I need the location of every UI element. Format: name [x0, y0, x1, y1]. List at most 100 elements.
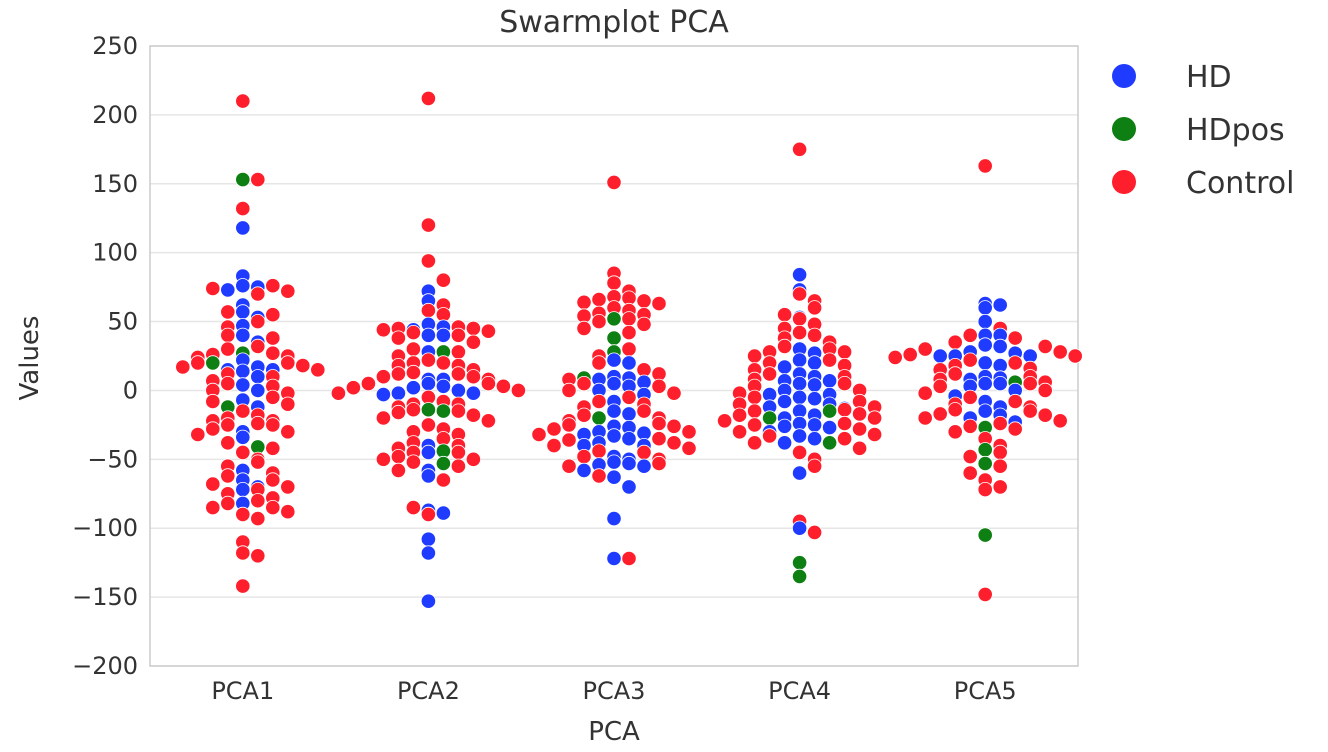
data-point-hd-pca2 [375, 386, 391, 403]
data-point-control-pca3 [651, 415, 667, 432]
data-point-control-pca1 [265, 278, 281, 294]
data-point-control-pca4 [776, 338, 793, 354]
x-axis-label: PCA [588, 717, 640, 747]
data-point-control-pca4 [836, 344, 853, 360]
data-point-hd-pca3 [621, 406, 637, 422]
y-tick-label: 50 [107, 308, 138, 336]
data-point-control-pca1 [220, 341, 236, 357]
data-point-hd-pca4 [806, 355, 823, 371]
data-point-control-pca4 [851, 406, 868, 422]
y-tick-label: −150 [72, 583, 138, 611]
data-point-control-pca2 [330, 385, 346, 401]
data-point-control-pca3 [636, 403, 652, 419]
data-point-control-pca1 [250, 338, 266, 354]
data-point-control-pca4 [806, 300, 823, 316]
data-point-control-pca3 [636, 444, 652, 460]
data-point-control-pca3 [591, 313, 607, 330]
data-point-control-pca5 [977, 481, 993, 498]
data-point-hd-pca3 [621, 431, 637, 447]
data-point-control-pca4 [791, 311, 808, 327]
data-point-control-pca3 [576, 375, 592, 392]
data-point-control-pca1 [205, 499, 221, 516]
data-point-hd-pca2 [390, 385, 406, 401]
data-point-hd-pca5 [977, 337, 993, 353]
data-point-control-pca2 [420, 506, 436, 523]
data-point-control-pca5 [902, 346, 918, 363]
data-point-hd-pca3 [606, 454, 622, 470]
data-point-hd-pca5 [977, 300, 993, 316]
data-point-control-pca1 [280, 424, 296, 440]
data-point-control-pca3 [651, 431, 667, 447]
data-point-hd-pca4 [776, 418, 793, 434]
data-point-control-pca1 [205, 476, 221, 492]
data-point-control-pca2 [405, 499, 421, 516]
data-point-hd-pca2 [420, 545, 436, 561]
data-point-control-pca5 [1037, 407, 1053, 423]
data-point-control-pca4 [821, 352, 838, 368]
data-point-control-pca5 [1007, 330, 1023, 346]
data-point-control-pca1 [220, 417, 236, 433]
data-point-control-pca2 [435, 355, 451, 371]
data-point-hd-pca5 [977, 355, 993, 371]
data-point-control-pca5 [962, 327, 978, 343]
data-point-control-pca5 [962, 389, 978, 405]
data-point-hdpos-pca2 [435, 403, 451, 419]
data-point-hd-pca4 [806, 431, 823, 447]
data-point-control-pca4 [716, 413, 733, 429]
y-tick-label: 200 [92, 101, 138, 129]
data-point-control-pca1 [250, 454, 266, 470]
legend: HD HDpos Control [1112, 60, 1294, 201]
data-point-control-pca3 [606, 275, 622, 291]
data-point-control-pca1 [310, 362, 326, 378]
legend-label-control: Control [1186, 166, 1294, 201]
data-point-control-pca5 [1022, 375, 1038, 392]
data-point-control-pca4 [791, 286, 808, 302]
data-point-hd-pca1 [220, 282, 236, 298]
data-point-hd-pca5 [932, 348, 948, 364]
data-point-control-pca3 [561, 432, 577, 448]
data-point-control-pca2 [420, 302, 436, 319]
data-point-control-pca4 [746, 417, 763, 433]
data-point-hd-pca2 [420, 593, 436, 609]
data-point-control-pca4 [851, 421, 868, 437]
legend-label-hdpos: HDpos [1186, 113, 1285, 148]
data-point-control-pca5 [1052, 413, 1068, 429]
data-point-control-pca4 [791, 324, 808, 341]
data-point-hd-pca4 [821, 419, 838, 436]
data-point-hd-pca3 [621, 455, 637, 472]
data-point-control-pca3 [666, 385, 682, 401]
y-tick-label: −200 [72, 652, 138, 680]
data-point-control-pca5 [1067, 348, 1083, 364]
data-point-control-pca3 [531, 426, 547, 443]
data-point-control-pca1 [265, 499, 281, 516]
data-point-control-pca5 [917, 341, 933, 357]
data-point-control-pca2 [465, 320, 481, 336]
data-point-control-pca3 [651, 295, 667, 312]
data-point-hd-pca5 [992, 338, 1008, 354]
data-point-control-pca5 [962, 448, 978, 465]
data-point-control-pca2 [360, 375, 376, 392]
data-point-control-pca1 [250, 493, 266, 509]
data-point-control-pca2 [450, 366, 466, 382]
data-point-control-pca1 [220, 304, 236, 320]
data-point-hdpos-pca4 [821, 403, 838, 419]
data-point-control-pca5 [947, 334, 963, 350]
data-point-hd-pca4 [791, 465, 808, 481]
data-point-hd-pca4 [776, 435, 793, 451]
data-point-control-pca5 [962, 352, 978, 368]
data-point-control-pca4 [746, 403, 763, 419]
data-point-control-pca2 [405, 324, 421, 341]
data-point-control-pca1 [220, 327, 236, 343]
data-point-control-pca1 [235, 545, 251, 561]
data-point-control-pca3 [561, 417, 577, 433]
data-point-hdpos-pca3 [606, 311, 622, 327]
legend-marker-hd [1112, 64, 1136, 88]
data-point-control-pca3 [546, 437, 562, 454]
data-point-hd-pca4 [776, 359, 793, 375]
data-point-control-pca5 [917, 385, 933, 401]
data-point-control-pca1 [280, 396, 296, 412]
data-point-control-pca1 [175, 359, 191, 375]
data-point-control-pca4 [746, 348, 763, 364]
data-point-control-pca1 [205, 421, 221, 437]
data-point-control-pca2 [405, 364, 421, 381]
